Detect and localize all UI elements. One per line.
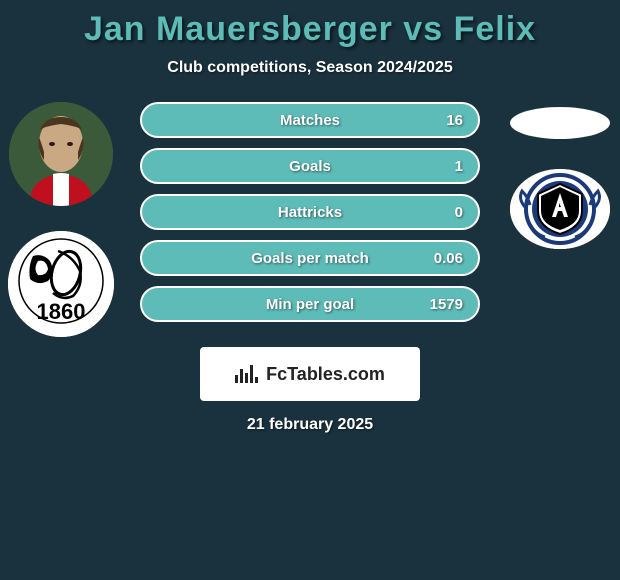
club-1860-icon: 1860	[8, 231, 114, 337]
club-year-text: 1860	[37, 299, 86, 324]
stats-bars: Matches 16 Goals 1 Hattricks 0 Goals per…	[140, 102, 480, 322]
stat-label: Goals	[289, 158, 331, 175]
stat-value: 1	[455, 158, 463, 175]
stat-label: Goals per match	[251, 250, 369, 267]
chart-icon	[235, 365, 258, 383]
right-column	[510, 102, 610, 249]
club-logo-left: 1860	[8, 231, 114, 337]
subtitle: Club competitions, Season 2024/2025	[0, 59, 620, 77]
stat-bar-hattricks: Hattricks 0	[140, 194, 480, 230]
left-column: 1860	[8, 102, 114, 337]
player-avatar-icon	[9, 102, 113, 206]
fctables-badge[interactable]: FcTables.com	[200, 347, 420, 401]
fctables-text: FcTables.com	[266, 364, 385, 385]
stat-value: 0.06	[434, 250, 463, 267]
stat-bar-gpm: Goals per match 0.06	[140, 240, 480, 276]
stat-label: Min per goal	[266, 296, 354, 313]
stat-value: 1579	[430, 296, 463, 313]
stat-value: 0	[455, 204, 463, 221]
player-photo-right-placeholder	[510, 107, 610, 139]
stat-label: Hattricks	[278, 204, 342, 221]
club-arminia-icon	[510, 169, 610, 249]
comparison-container: Jan Mauersberger vs Felix Club competiti…	[0, 0, 620, 444]
club-logo-right	[510, 169, 610, 249]
stat-label: Matches	[280, 112, 340, 129]
stat-bar-matches: Matches 16	[140, 102, 480, 138]
stat-bar-mpg: Min per goal 1579	[140, 286, 480, 322]
date-text: 21 february 2025	[0, 416, 620, 434]
page-title: Jan Mauersberger vs Felix	[0, 10, 620, 49]
player-photo-left	[9, 102, 113, 206]
main-content: 1860 Matches 16 Goals 1 Hattricks 0 Goal…	[0, 102, 620, 322]
stat-value: 16	[446, 112, 463, 129]
stat-bar-goals: Goals 1	[140, 148, 480, 184]
